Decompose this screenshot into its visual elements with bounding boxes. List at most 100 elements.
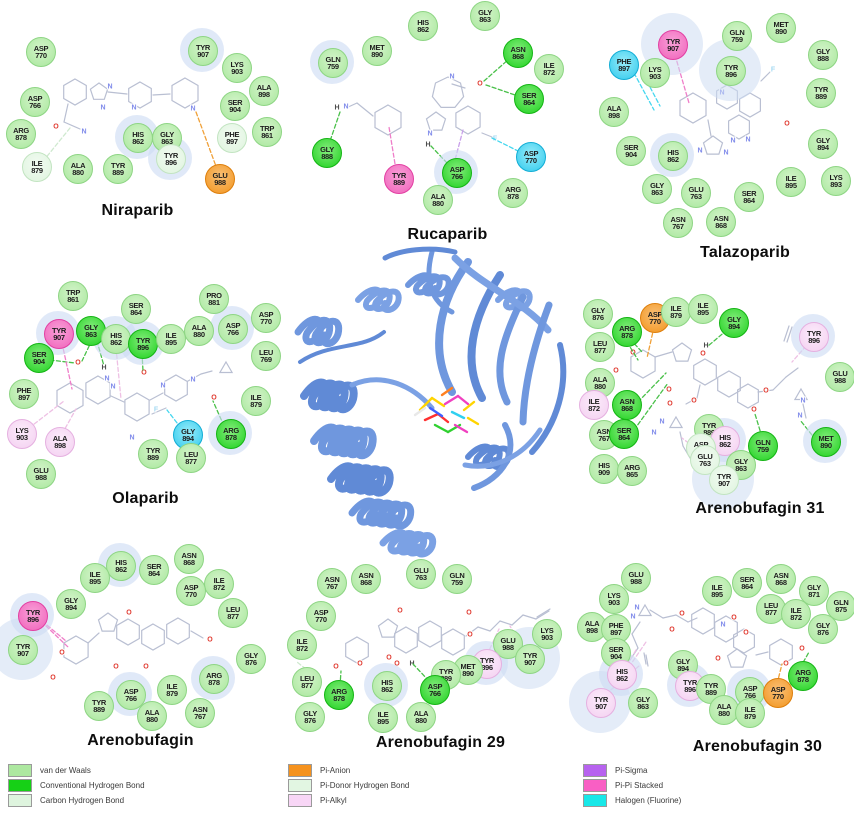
legend-item: Pi-Anion [288,763,409,778]
residue-TYR-896: TYR 896 [18,601,48,631]
residue-LYS-903: LYS 903 [640,58,670,88]
residue-LEU-877: LEU 877 [292,667,322,697]
residue-ILE-879: ILE 879 [735,698,765,728]
residue-HIS-862: HIS 862 [101,324,131,354]
residue-HIS-862: HIS 862 [607,660,637,690]
residue-ASP-770: ASP 770 [516,142,546,172]
residue-MET-890: MET 890 [766,13,796,43]
residue-PHE-897: PHE 897 [9,379,39,409]
legend-item: Pi-Alkyl [288,793,409,808]
legend-label: Pi-Pi Stacked [615,781,664,790]
residue-TYR-889: TYR 889 [384,164,414,194]
svg-text:H: H [334,105,339,112]
residue-TYR-896: TYR 896 [716,56,746,86]
residue-GLY-894: GLY 894 [56,589,86,619]
residue-MET-890: MET 890 [811,427,841,457]
residue-ALA-898: ALA 898 [45,427,75,457]
residue-HIS-909: HIS 909 [589,454,619,484]
svg-text:N: N [720,622,725,629]
svg-text:N: N [427,131,432,138]
svg-text:N: N [723,150,728,157]
svg-text:O: O [143,664,149,671]
residue-GLN-759: GLN 759 [442,564,472,594]
residue-GLU-988: GLU 988 [205,164,235,194]
svg-text:N: N [630,614,635,621]
residue-ILE-872: ILE 872 [534,54,564,84]
residue-GLN-759: GLN 759 [722,21,752,51]
residue-ILE-895: ILE 895 [776,167,806,197]
residue-HIS-862: HIS 862 [123,123,153,153]
residue-LYS-903: LYS 903 [7,419,37,449]
svg-text:F: F [154,407,159,414]
svg-text:H: H [101,365,106,372]
svg-text:O: O [333,664,339,671]
residue-TYR-907: TYR 907 [515,644,545,674]
svg-text:O: O [763,388,769,395]
svg-text:O: O [113,664,119,671]
svg-text:O: O [669,627,675,634]
residue-ASN-868: ASN 868 [766,564,796,594]
residue-GLU-763: GLU 763 [406,559,436,589]
svg-text:N: N [131,105,136,112]
legend-label: Pi-Anion [320,766,351,775]
residue-GLY-863: GLY 863 [642,174,672,204]
residue-ILE-895: ILE 895 [688,294,718,324]
residue-TYR-907: TYR 907 [8,635,38,665]
residue-GLY-888: GLY 888 [808,40,838,70]
residue-ARG-878: ARG 878 [324,680,354,710]
svg-text:O: O [691,398,697,405]
svg-text:O: O [50,675,56,682]
residue-TYR-889: TYR 889 [103,154,133,184]
panel-title-talazoparib: Talazoparib [700,244,790,261]
residue-TYR-907: TYR 907 [44,319,74,349]
residue-TYR-896: TYR 896 [799,322,829,352]
residue-ARG-878: ARG 878 [788,661,818,691]
residue-ASP-770: ASP 770 [763,678,793,708]
residue-ILE-872: ILE 872 [579,390,609,420]
residue-ALA-880: ALA 880 [423,185,453,215]
legend-item: van der Waals [8,763,145,778]
svg-text:F: F [771,67,776,74]
svg-text:N: N [800,398,805,405]
svg-text:H: H [425,142,430,149]
svg-text:O: O [715,656,721,663]
residue-GLY-894: GLY 894 [808,129,838,159]
svg-text:O: O [783,661,789,668]
residue-TYR-907: TYR 907 [658,30,688,60]
svg-text:O: O [751,407,757,414]
residue-TYR-896: TYR 896 [128,329,158,359]
svg-text:O: O [731,615,737,622]
residue-ARG-878: ARG 878 [199,664,229,694]
residue-GLY-888: GLY 888 [312,138,342,168]
residue-ASN-868: ASN 868 [706,207,736,237]
legend-item: Conventional Hydrogen Bond [8,778,145,793]
residue-SER-864: SER 864 [732,568,762,598]
legend-swatch [288,794,312,807]
svg-text:O: O [700,351,706,358]
residue-ASN-868: ASN 868 [174,544,204,574]
svg-text:O: O [743,630,749,637]
residue-ALA-880: ALA 880 [184,316,214,346]
svg-text:O: O [53,124,59,131]
panel-title-arenobufagin-29: Arenobufagin 29 [375,734,506,751]
svg-text:N: N [797,413,802,420]
residue-TYR-907: TYR 907 [188,36,218,66]
residue-GLY-876: GLY 876 [295,702,325,732]
panel-title-rucaparib: Rucaparib [407,226,488,243]
legend-label: Halogen (Fluorine) [615,796,682,805]
svg-text:H: H [703,343,708,350]
residue-ILE-879: ILE 879 [22,152,52,182]
residue-ILE-895: ILE 895 [80,563,110,593]
legend-swatch [8,794,32,807]
svg-text:O: O [59,650,65,657]
residue-ILE-872: ILE 872 [204,569,234,599]
svg-text:N: N [343,104,348,111]
residue-ARG-865: ARG 865 [617,456,647,486]
svg-text:N: N [107,84,112,91]
residue-ALA-880: ALA 880 [406,702,436,732]
svg-text:O: O [799,646,805,653]
legend-column-1: van der Waals Conventional Hydrogen Bond C… [8,763,145,808]
